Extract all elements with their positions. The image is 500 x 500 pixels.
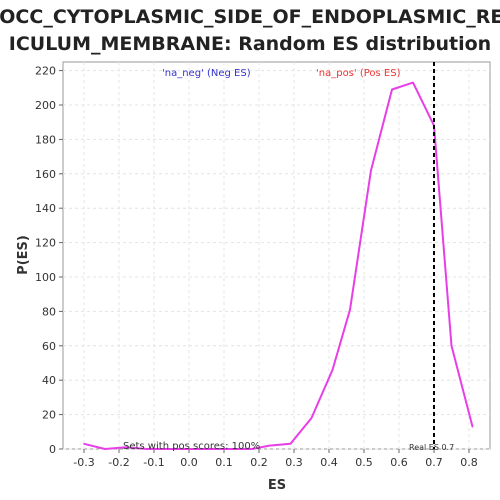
y-tick-label: 160: [35, 168, 56, 181]
y-axis-label: P(ES): [16, 235, 31, 275]
es-distribution-point: [104, 448, 106, 450]
es-distribution-point: [146, 448, 148, 450]
es-distribution-point: [450, 345, 453, 347]
y-tick-label: 200: [35, 99, 56, 112]
x-tick-label: 0.7: [425, 456, 443, 469]
es-distribution-point: [230, 448, 232, 450]
x-tick-label: 0.8: [460, 456, 478, 469]
real-es-label: Real ES 0.7: [409, 443, 454, 452]
es-distribution-point: [188, 448, 190, 450]
es-distribution-point: [471, 425, 474, 428]
x-tick-label: 0.3: [285, 456, 303, 469]
plot-area: [62, 61, 491, 450]
x-tick-label: -0.2: [108, 456, 129, 469]
es-distribution-point: [83, 443, 85, 445]
es-distribution-point: [268, 444, 271, 447]
x-tick-label: -0.3: [73, 456, 94, 469]
x-tick-label: 0.5: [355, 456, 373, 469]
y-tick-label: 40: [42, 374, 56, 387]
y-tick-label: 100: [35, 271, 56, 284]
x-tick-label: 0.2: [250, 456, 268, 469]
es-distribution-line: [83, 81, 474, 450]
legend-pos: 'na_pos' (Pos ES): [316, 68, 401, 79]
y-tick-label: 180: [35, 133, 56, 146]
y-tick-label: 0: [49, 443, 56, 456]
x-tick-label: 0.6: [390, 456, 408, 469]
es-distribution-point: [349, 308, 351, 311]
y-tick-label: 120: [35, 237, 56, 250]
x-tick-label: 0.1: [215, 456, 233, 469]
axes: -0.3 -0.2 -0.1 0.0 0.1 0.2 0.3 0.4 0.5 0.6 0.7 0.8 0…: [35, 65, 478, 469]
y-tick-label: 220: [35, 65, 56, 78]
y-tick-label: 20: [42, 409, 56, 422]
x-tick-label: 0.4: [320, 456, 338, 469]
x-axis-label: ES: [268, 478, 286, 493]
es-distribution-point: [251, 448, 253, 450]
es-distribution-point: [391, 88, 393, 91]
x-tick-label: -0.1: [143, 456, 164, 469]
pos-scores-annotation: Sets with pos scores: 100%: [123, 441, 260, 452]
grid: [63, 62, 490, 450]
es-distribution-point: [370, 169, 372, 172]
es-distribution-point: [209, 448, 211, 450]
y-tick-label: 140: [35, 202, 56, 215]
y-tick-label: 60: [42, 340, 56, 353]
x-tick-label: 0.0: [180, 456, 198, 469]
chart-title-line2: ICULUM_MEMBRANE: Random ES distribution: [9, 33, 491, 55]
es-distribution-point: [289, 443, 292, 445]
y-tick-label: 80: [42, 305, 56, 318]
es-distribution-point: [331, 369, 334, 371]
es-distribution-point: [125, 446, 127, 449]
chart-title-line1: GOCC_CYTOPLASMIC_SIDE_OF_ENDOPLASMIC_RET: [0, 6, 500, 28]
es-distribution-point: [310, 417, 313, 419]
data-series: [83, 62, 474, 450]
es-distribution-point: [412, 81, 414, 84]
legend-neg: 'na_neg' (Neg ES): [162, 68, 251, 79]
es-distribution-point: [167, 448, 169, 450]
